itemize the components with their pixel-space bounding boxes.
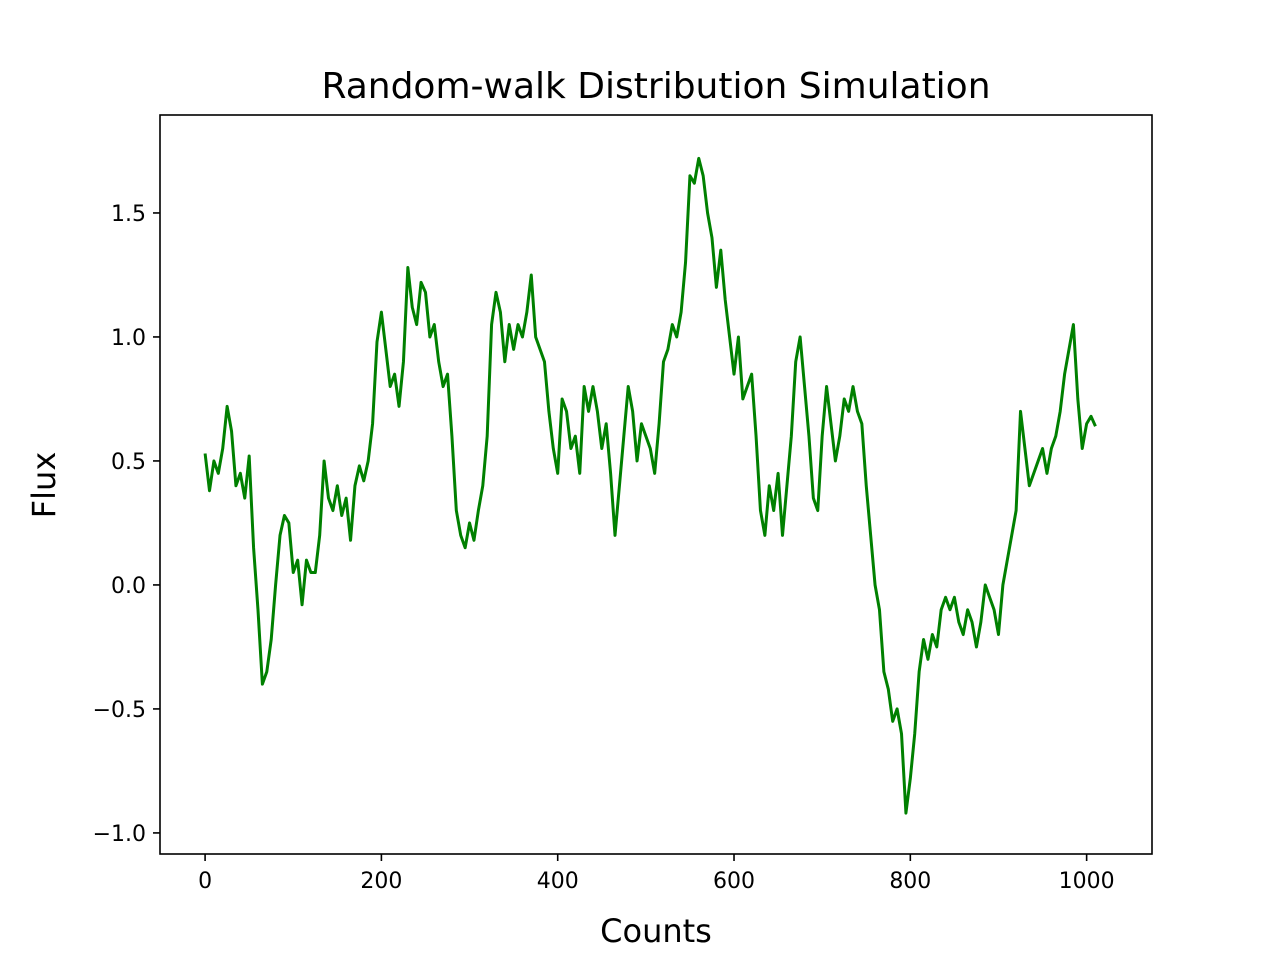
y-tick-label: 1.5 (111, 202, 146, 227)
x-tick-label: 0 (198, 869, 212, 894)
x-tick-label: 400 (537, 869, 579, 894)
y-axis-label: Flux (25, 452, 63, 519)
y-tick-label: 0.5 (111, 450, 146, 475)
x-tick-label: 600 (713, 869, 755, 894)
axes-frame (159, 114, 1153, 855)
y-tick-label: −1.0 (93, 822, 146, 847)
x-tick-label: 800 (889, 869, 931, 894)
y-tick-label: 1.0 (111, 326, 146, 351)
y-tick-label: −0.5 (93, 698, 146, 723)
x-tick-label: 1000 (1059, 869, 1115, 894)
y-tick-label: 0.0 (111, 574, 146, 599)
plot-area (203, 156, 1097, 815)
data-line (203, 156, 1097, 815)
x-axis-label: Counts (600, 912, 712, 950)
x-tick-label: 200 (360, 869, 402, 894)
chart-title: Random-walk Distribution Simulation (321, 66, 990, 107)
